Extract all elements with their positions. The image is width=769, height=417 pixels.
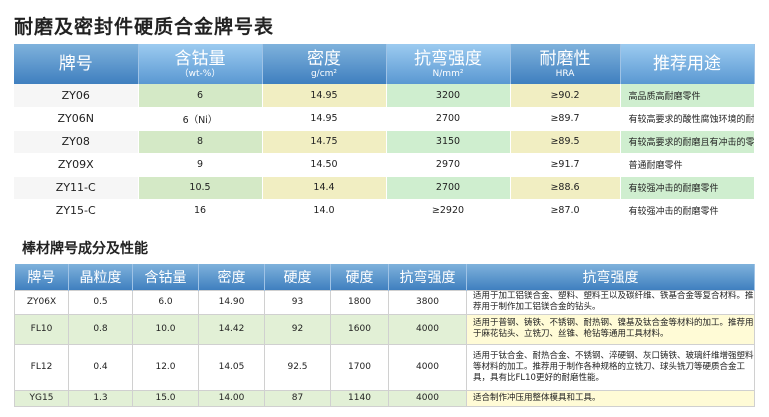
grade-cell: ZY06X	[14, 289, 69, 315]
cobalt-cell: 10.5	[138, 176, 263, 200]
header-bending-strength: 抗弯强度 N/mm²	[386, 44, 511, 84]
table-row: FL10 0.8 10.0 14.42 92 1600 4000 适用于普钢、铸…	[14, 313, 755, 345]
strength-cell: 2970	[386, 153, 511, 177]
header-wear-resistance: 耐磨性 HRA	[510, 44, 621, 84]
density-cell: 14.90	[198, 289, 265, 315]
grain-cell: 0.8	[68, 313, 133, 345]
header-grain-size: 晶粒度	[68, 264, 133, 290]
cobalt-cell: 8	[138, 130, 263, 154]
hardness-cell-2: 1800	[330, 289, 389, 315]
page-title: 耐磨及密封件硬质合金牌号表	[14, 16, 275, 38]
density-cell: 14.4	[262, 176, 387, 200]
grade-cell: ZY06	[14, 84, 139, 108]
table-row: ZY15-C 16 14.0 ≥2920 ≥87.0 有较强冲击的耐磨零件	[14, 199, 755, 223]
strength-cell: 4000	[388, 343, 467, 391]
table-row: FL12 0.4 12.0 14.05 92.5 1700 4000 适用于钛合…	[14, 343, 755, 391]
strength-cell: 3150	[386, 130, 511, 154]
cobalt-cell: 16	[138, 199, 263, 223]
description-cell: 适用于钛合金、耐热合金、不锈钢、淬硬钢、灰口铸铁、玻璃纤维增强塑料等材料的加工。…	[466, 343, 755, 391]
grain-cell: 0.5	[68, 289, 133, 315]
cobalt-cell: 6（Ni）	[138, 107, 263, 131]
rod-grade-table: 牌号 晶粒度 含钴量 密度 硬度 硬度 抗弯强度 抗弯强度 ZY06X 0.5 …	[14, 264, 755, 407]
strength-cell: ≥2920	[386, 199, 511, 223]
grain-cell: 1.3	[68, 389, 133, 407]
hardness-cell-2: 1700	[330, 343, 389, 391]
density-cell: 14.95	[262, 84, 387, 108]
cobalt-cell: 6	[138, 84, 263, 108]
hardness-cell: 87	[264, 389, 331, 407]
density-cell: 14.95	[262, 107, 387, 131]
strength-cell: 3800	[388, 289, 467, 315]
hardness-cell-2: 1140	[330, 389, 389, 407]
hardness-cell: ≥89.7	[510, 107, 621, 131]
grade-cell: FL12	[14, 343, 69, 391]
hardness-cell: ≥91.7	[510, 153, 621, 177]
description-cell: 适用于普钢、铸铁、不锈钢、耐热钢、镍基及钛合金等材料的加工。推荐用于麻花钻头、立…	[466, 313, 755, 345]
use-cell: 有较高要求的耐磨且有冲击的零件	[620, 130, 755, 154]
use-cell: 有较强冲击的耐磨零件	[620, 176, 755, 200]
table-row: ZY09X 9 14.50 2970 ≥91.7 普通耐磨零件	[14, 153, 755, 177]
density-cell: 14.75	[262, 130, 387, 154]
table-header-row: 牌号 晶粒度 含钴量 密度 硬度 硬度 抗弯强度 抗弯强度	[14, 264, 755, 290]
hardness-cell: 93	[264, 289, 331, 315]
header-grade: 牌号	[14, 44, 139, 84]
hardness-cell: 92.5	[264, 343, 331, 391]
grade-cell: ZY11-C	[14, 176, 139, 200]
table-row: ZY06 6 14.95 3200 ≥90.2 高品质高耐磨零件	[14, 84, 755, 108]
grade-cell: FL10	[14, 313, 69, 345]
header-recommended-use: 推荐用途	[620, 44, 755, 84]
density-cell: 14.05	[198, 343, 265, 391]
use-cell: 有较高要求的酸性腐蚀环境的耐磨零件	[620, 107, 755, 131]
wear-seal-grade-table: 牌号 含钴量 （wt-%） 密度 g/cm² 抗弯强度 N/mm² 耐磨性 HRA 推荐…	[14, 44, 755, 223]
header-bending-strength-2: 抗弯强度	[466, 264, 755, 290]
hardness-cell: 92	[264, 313, 331, 345]
hardness-cell-2: 1600	[330, 313, 389, 345]
density-cell: 14.42	[198, 313, 265, 345]
strength-cell: 2700	[386, 107, 511, 131]
header-hardness-2: 硬度	[330, 264, 389, 290]
table-row: ZY06X 0.5 6.0 14.90 93 1800 3800 适用于加工铝镁…	[14, 289, 755, 315]
hardness-cell: ≥87.0	[510, 199, 621, 223]
grade-cell: ZY15-C	[14, 199, 139, 223]
table-row: ZY11-C 10.5 14.4 2700 ≥88.6 有较强冲击的耐磨零件	[14, 176, 755, 200]
density-cell: 14.0	[262, 199, 387, 223]
strength-cell: 4000	[388, 313, 467, 345]
header-density: 密度 g/cm²	[262, 44, 387, 84]
cobalt-cell: 15.0	[132, 389, 199, 407]
grain-cell: 0.4	[68, 343, 133, 391]
hardness-cell: ≥90.2	[510, 84, 621, 108]
section-title: 棒材牌号成分及性能	[22, 241, 148, 257]
hardness-cell: ≥88.6	[510, 176, 621, 200]
use-cell: 普通耐磨零件	[620, 153, 755, 177]
cobalt-cell: 9	[138, 153, 263, 177]
hardness-cell: ≥89.5	[510, 130, 621, 154]
use-cell: 高品质高耐磨零件	[620, 84, 755, 108]
cobalt-cell: 12.0	[132, 343, 199, 391]
use-cell: 有较强冲击的耐磨零件	[620, 199, 755, 223]
grade-cell: ZY06N	[14, 107, 139, 131]
density-cell: 14.00	[198, 389, 265, 407]
strength-cell: 2700	[386, 176, 511, 200]
table-header-row: 牌号 含钴量 （wt-%） 密度 g/cm² 抗弯强度 N/mm² 耐磨性 HRA 推荐…	[14, 44, 755, 84]
header-hardness: 硬度	[264, 264, 331, 290]
header-bending-strength: 抗弯强度	[388, 264, 467, 290]
table-row: ZY08 8 14.75 3150 ≥89.5 有较高要求的耐磨且有冲击的零件	[14, 130, 755, 154]
header-density: 密度	[198, 264, 265, 290]
strength-cell: 4000	[388, 389, 467, 407]
grade-cell: ZY08	[14, 130, 139, 154]
cobalt-cell: 10.0	[132, 313, 199, 345]
table-row: ZY06N 6（Ni） 14.95 2700 ≥89.7 有较高要求的酸性腐蚀环…	[14, 107, 755, 131]
header-cobalt: 含钴量 （wt-%）	[138, 44, 263, 84]
density-cell: 14.50	[262, 153, 387, 177]
header-cobalt: 含钴量	[132, 264, 199, 290]
grade-cell: ZY09X	[14, 153, 139, 177]
grade-cell: YG15	[14, 389, 69, 407]
table-row: YG15 1.3 15.0 14.00 87 1140 4000 适合制作冲压用…	[14, 389, 755, 407]
header-grade: 牌号	[14, 264, 69, 290]
cobalt-cell: 6.0	[132, 289, 199, 315]
description-cell: 适合制作冲压用整体模具和工具。	[466, 389, 755, 407]
description-cell: 适用于加工铝镁合金、塑料、塑料王以及碳纤维、铁基合金等复合材料。推荐用于制作加工…	[466, 289, 755, 315]
strength-cell: 3200	[386, 84, 511, 108]
